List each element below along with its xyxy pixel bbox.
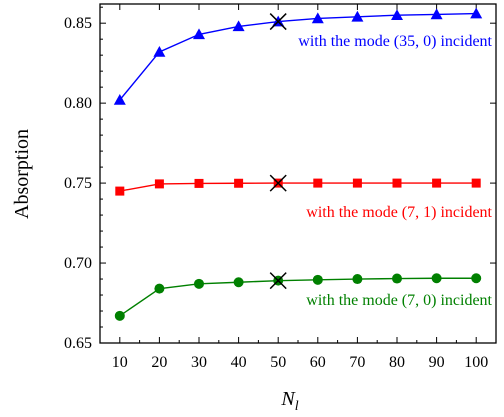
x-tick-label: 80: [389, 354, 405, 371]
triangle-marker: [430, 8, 443, 20]
x-tick-label: 70: [349, 354, 365, 371]
square-marker: [234, 178, 244, 188]
x-axis-label-subscript: l: [295, 399, 299, 414]
square-marker: [432, 178, 442, 188]
highlight-cross: [269, 174, 287, 192]
series-line: [119, 182, 477, 192]
highlight-cross: [269, 13, 287, 31]
y-tick-label: 0.80: [64, 95, 92, 112]
square-marker: [471, 178, 481, 188]
circle-marker: [233, 277, 244, 288]
triangle-marker: [153, 45, 166, 57]
x-axis-label-main: N: [280, 388, 296, 410]
circle-marker: [194, 278, 204, 289]
x-tick-label: 90: [429, 354, 445, 371]
y-tick-label: 0.70: [64, 255, 92, 272]
triangle-marker: [391, 9, 403, 20]
triangle-marker: [470, 7, 483, 19]
circle-marker: [392, 273, 402, 284]
series-line: [119, 12, 477, 101]
highlight-cross: [269, 272, 287, 290]
x-tick-label: 10: [112, 354, 128, 371]
square-marker: [194, 178, 204, 188]
y-tick-label: 0.65: [64, 335, 92, 352]
axes-group: 10 20 30 40 50 60 70 80 90 100 0.65 0.70 0.75 0.80 0.8…: [64, 3, 497, 371]
circle-marker: [431, 273, 442, 284]
square-marker: [392, 178, 402, 188]
x-tick-label: 40: [231, 354, 247, 371]
x-tick-label: 100: [464, 354, 488, 371]
y-tick-label: 0.85: [64, 15, 92, 32]
y-axis-label: Absorption: [11, 129, 33, 219]
x-tick-label: 50: [270, 354, 286, 371]
square-marker: [313, 178, 323, 188]
series-1: [113, 7, 483, 105]
annotation-layer: with the mode (35, 0) incident with the m…: [298, 33, 492, 309]
circle-marker: [352, 274, 363, 285]
series-3: [114, 272, 482, 321]
triangle-marker: [351, 10, 364, 22]
series-annotation: with the mode (7, 0) incident: [306, 292, 492, 309]
circle-marker: [312, 274, 323, 285]
triangle-marker: [311, 12, 324, 24]
series-2: [115, 174, 481, 196]
square-marker: [154, 179, 164, 189]
circle-marker: [154, 283, 165, 294]
series-annotation: with the mode (35, 0) incident: [298, 33, 492, 50]
x-tick-label: 20: [151, 354, 167, 371]
triangle-marker: [193, 28, 205, 40]
triangle-marker: [113, 93, 126, 105]
series-layer: [113, 7, 483, 321]
x-tick-label: 60: [310, 354, 326, 371]
series-line: [119, 277, 477, 317]
y-tick-label: 0.75: [64, 175, 92, 192]
triangle-marker: [232, 20, 245, 32]
series-annotation: with the mode (7, 1) incident: [306, 204, 492, 221]
x-tick-label: 30: [191, 354, 207, 371]
square-marker: [115, 186, 125, 196]
circle-marker: [471, 273, 482, 284]
circle-marker: [114, 310, 125, 321]
square-marker: [352, 178, 362, 188]
x-axis-label: Nl: [280, 388, 298, 414]
